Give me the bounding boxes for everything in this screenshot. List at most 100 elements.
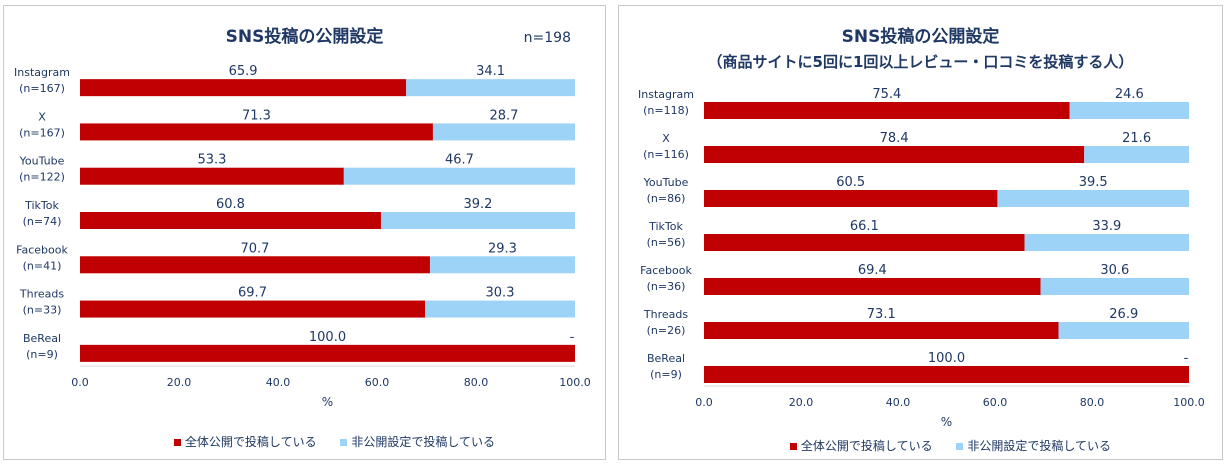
category-label: Instagram xyxy=(14,66,70,79)
category-n-label: (n=74) xyxy=(23,215,62,228)
bar-chart-left: Instagram (n=167) 65.9 34.1 X (n=167) 71.3 28.7… xyxy=(14,64,591,409)
chart-legend: 全体公開で投稿している 非公開設定で投稿している xyxy=(64,433,605,450)
sample-size-note: n=198 xyxy=(523,30,571,46)
category-label: BeReal xyxy=(647,352,685,365)
bar-nonpublic xyxy=(429,256,575,274)
data-label-public: 71.3 xyxy=(242,108,271,123)
category-label: YouTube xyxy=(19,155,65,168)
x-tick-label: 20.0 xyxy=(789,396,814,409)
data-label-nonpublic: 46.7 xyxy=(445,153,474,168)
bar-nonpublic xyxy=(425,300,575,318)
data-label-nonpublic: - xyxy=(1184,351,1189,366)
data-label-public: 60.5 xyxy=(836,175,865,190)
legend-item-public: 全体公開で投稿している xyxy=(789,439,933,453)
bar-nonpublic xyxy=(1040,278,1189,295)
legend-swatch-public xyxy=(789,443,797,450)
legend-label-public: 全体公開で投稿している xyxy=(800,439,933,453)
bar-public xyxy=(704,190,998,207)
category-n-label: (n=118) xyxy=(643,104,689,117)
category-label: Instagram xyxy=(638,88,694,101)
x-axis-label: % xyxy=(941,415,952,429)
bar-nonpublic xyxy=(1058,322,1189,339)
category-n-label: (n=167) xyxy=(19,82,65,95)
category-n-label: (n=41) xyxy=(23,259,62,272)
data-label-nonpublic: 21.6 xyxy=(1122,131,1151,146)
chart-panel-left: SNS投稿の公開設定 n=198 Instagram (n=167) 65.9 34.… xyxy=(3,5,606,460)
category-n-label: (n=116) xyxy=(643,148,689,161)
category-label: Threads xyxy=(643,308,688,321)
category-n-label: (n=167) xyxy=(19,126,65,139)
x-tick-label: 80.0 xyxy=(464,376,489,389)
legend-swatch-nonpublic xyxy=(340,439,348,446)
category-label: Threads xyxy=(19,288,64,301)
data-label-nonpublic: 24.6 xyxy=(1115,87,1144,102)
data-label-public: 78.4 xyxy=(880,131,909,146)
category-n-label: (n=56) xyxy=(647,236,686,249)
x-tick-label: 100.0 xyxy=(559,376,591,389)
category-n-label: (n=122) xyxy=(19,171,65,184)
bar-public xyxy=(80,167,344,185)
bar-public xyxy=(80,123,433,141)
x-tick-label: 40.0 xyxy=(886,396,911,409)
legend-label-nonpublic: 非公開設定で投稿している xyxy=(967,439,1112,453)
bar-public xyxy=(704,234,1025,251)
legend-item-nonpublic: 非公開設定で投稿している xyxy=(956,439,1111,453)
category-n-label: (n=33) xyxy=(23,304,62,317)
legend-swatch-nonpublic xyxy=(956,443,964,450)
data-label-public: 70.7 xyxy=(241,241,270,256)
bar-public xyxy=(80,256,430,274)
bar-public xyxy=(704,278,1041,295)
category-n-label: (n=9) xyxy=(26,348,58,361)
bar-public xyxy=(80,344,575,362)
bar-public xyxy=(704,146,1085,163)
legend-item-public: 全体公開で投稿している xyxy=(173,435,317,449)
category-label: TikTok xyxy=(24,199,59,212)
data-label-public: 66.1 xyxy=(850,219,879,234)
chart-legend: 全体公開で投稿している 非公開設定で投稿している xyxy=(679,437,1222,454)
category-n-label: (n=36) xyxy=(647,280,686,293)
x-tick-label: 20.0 xyxy=(167,376,192,389)
x-tick-label: 60.0 xyxy=(983,396,1008,409)
data-label-nonpublic: 39.2 xyxy=(464,197,493,212)
x-tick-label: 60.0 xyxy=(365,376,390,389)
bar-public xyxy=(704,366,1189,383)
data-label-public: 69.4 xyxy=(858,263,887,278)
bar-public xyxy=(704,102,1070,119)
x-tick-label: 0.0 xyxy=(71,376,89,389)
category-label: YouTube xyxy=(643,176,689,189)
bar-chart-right: Instagram (n=118) 75.4 24.6 X (n=116) 78.4 21.6… xyxy=(638,87,1205,429)
chart-title: SNS投稿の公開設定 xyxy=(225,27,384,47)
legend-swatch-public xyxy=(173,439,181,446)
chart-panel-right: SNS投稿の公開設定 （商品サイトに5回に1回以上レビュー・口コミを投稿する人）… xyxy=(618,5,1223,460)
data-label-public: 53.3 xyxy=(197,153,226,168)
x-tick-label: 0.0 xyxy=(695,396,713,409)
data-label-nonpublic: 34.1 xyxy=(476,64,505,79)
data-label-nonpublic: 33.9 xyxy=(1092,219,1121,234)
data-label-nonpublic: - xyxy=(570,330,575,345)
data-label-public: 65.9 xyxy=(229,64,258,79)
bar-public xyxy=(704,322,1059,339)
bar-nonpublic xyxy=(380,212,575,229)
category-n-label: (n=86) xyxy=(647,192,686,205)
x-tick-label: 100.0 xyxy=(1173,396,1205,409)
chart-title: SNS投稿の公開設定 xyxy=(841,27,1000,47)
category-n-label: (n=26) xyxy=(647,324,686,337)
data-label-public: 100.0 xyxy=(309,330,346,345)
data-label-public: 69.7 xyxy=(238,286,267,301)
bar-nonpublic xyxy=(1069,102,1189,119)
data-label-public: 75.4 xyxy=(872,87,901,102)
bar-nonpublic xyxy=(1024,234,1189,251)
bar-nonpublic xyxy=(1084,146,1189,163)
bar-nonpublic xyxy=(406,79,575,97)
category-n-label: (n=9) xyxy=(650,368,682,381)
legend-label-nonpublic: 非公開設定で投稿している xyxy=(351,435,496,449)
data-label-nonpublic: 29.3 xyxy=(488,241,517,256)
data-label-public: 73.1 xyxy=(867,307,896,322)
category-label: Facebook xyxy=(640,264,692,277)
bar-public xyxy=(80,300,426,318)
legend-label-public: 全体公開で投稿している xyxy=(184,435,317,449)
data-label-nonpublic: 30.3 xyxy=(486,286,515,301)
legend-item-nonpublic: 非公開設定で投稿している xyxy=(340,435,495,449)
category-label: TikTok xyxy=(648,220,683,233)
data-label-nonpublic: 30.6 xyxy=(1100,263,1129,278)
